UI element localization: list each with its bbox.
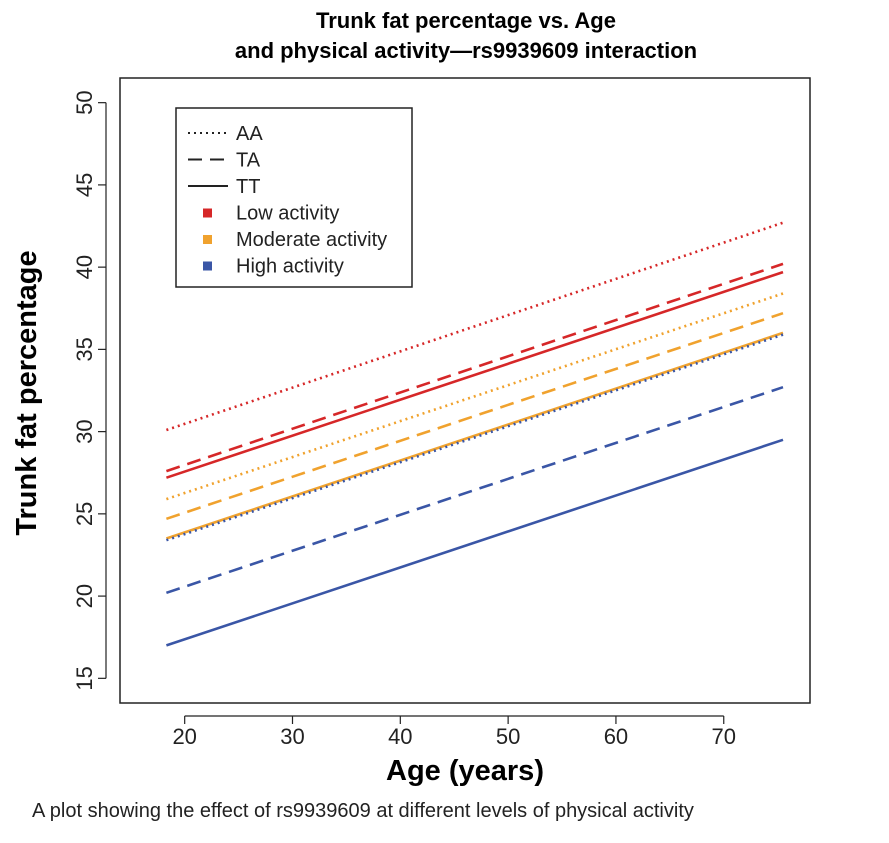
- series-lines: [165, 221, 784, 647]
- series-line-low-activity-ta: [165, 262, 784, 473]
- series-line-high-activity-ta: [165, 385, 784, 595]
- series-line-moderate-activity-tt: [165, 331, 784, 540]
- x-tick-label: 40: [388, 724, 412, 749]
- legend-swatch-low-activity: [203, 208, 212, 218]
- x-tick-label: 20: [172, 724, 196, 749]
- x-tick-label: 70: [712, 724, 736, 749]
- plot-frame: [119, 77, 811, 704]
- legend-box: [175, 107, 413, 288]
- y-axis-label: Trunk fat percentage: [11, 250, 43, 535]
- y-tick-label: 40: [72, 255, 97, 279]
- series-line-low-activity-tt: [165, 270, 784, 479]
- x-tick-label: 50: [496, 724, 520, 749]
- legend-label-ta: TA: [236, 150, 261, 172]
- legend-swatch-high-activity: [203, 261, 212, 271]
- series-line-high-activity-aa: [165, 333, 784, 542]
- chart-title-line-1: Trunk fat percentage vs. Age: [316, 8, 616, 33]
- series-line-high-activity-tt: [165, 438, 784, 647]
- x-axis: 20 30 40 50 60 70: [172, 715, 736, 749]
- legend-label-tt: TT: [236, 176, 260, 198]
- legend-label-aa: AA: [236, 123, 263, 145]
- y-tick-label: 20: [72, 584, 97, 608]
- legend-swatch-moderate-activity: [203, 235, 212, 244]
- chart-title-line-2: and physical activity—rs9939609 interact…: [235, 38, 697, 63]
- legend: AA TA TT Low activity Moderate activity High …: [175, 107, 413, 288]
- series-line-moderate-activity-aa: [165, 292, 784, 501]
- y-tick-label: 25: [72, 502, 97, 526]
- x-tick-label: 60: [604, 724, 628, 749]
- series-line-moderate-activity-ta: [165, 311, 784, 521]
- y-tick-label: 30: [72, 419, 97, 443]
- x-axis-label: Age (years): [386, 755, 544, 787]
- x-tick-label: 30: [280, 724, 304, 749]
- legend-label-high-activity: High activity: [236, 256, 344, 278]
- figure-caption: A plot showing the effect of rs9939609 a…: [32, 800, 694, 822]
- y-tick-label: 35: [72, 337, 97, 361]
- legend-label-low-activity: Low activity: [236, 203, 339, 225]
- y-tick-label: 50: [72, 90, 97, 114]
- series-line-low-activity-aa: [165, 221, 784, 432]
- legend-label-moderate-activity: Moderate activity: [236, 229, 387, 251]
- y-tick-label: 45: [72, 173, 97, 197]
- y-axis: 15 20 25 30 35 40 45 50: [72, 90, 107, 691]
- y-tick-label: 15: [72, 666, 97, 690]
